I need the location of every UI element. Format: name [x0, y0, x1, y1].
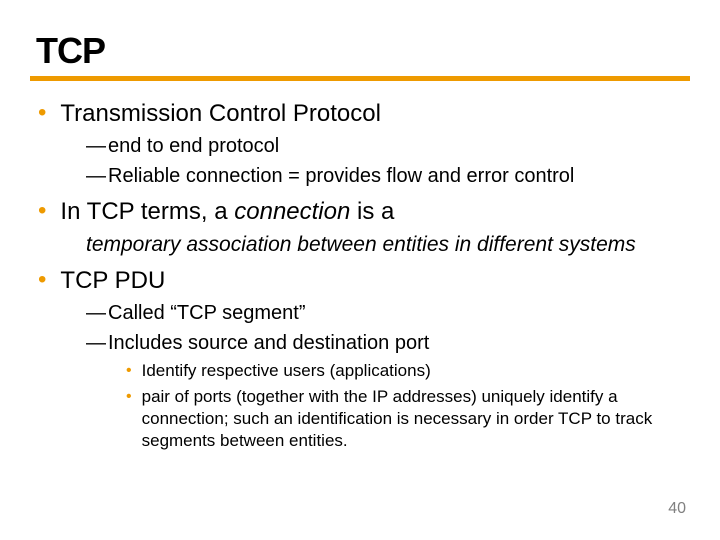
sub-bullet-text: Called “TCP segment”: [108, 300, 305, 326]
bullet-icon: •: [38, 197, 46, 225]
slide-title: TCP: [30, 30, 690, 72]
bullet-icon: •: [126, 360, 132, 382]
sub-bullet-item: — Called “TCP segment”: [30, 300, 690, 326]
sub-bullet-item: — Reliable connection = provides flow an…: [30, 163, 690, 189]
sub-bullet-text: Includes source and destination port: [108, 330, 429, 356]
bullet-item: • In TCP terms, a connection is a: [30, 197, 690, 227]
dash-icon: —: [86, 300, 106, 326]
sub-sub-bullet-item: • pair of ports (together with the IP ad…: [30, 386, 690, 452]
bullet-icon: •: [38, 266, 46, 294]
bullet-item: • Transmission Control Protocol: [30, 99, 690, 129]
italic-text: connection: [234, 198, 350, 225]
text-segment: In TCP terms, a: [60, 198, 234, 225]
dash-icon: —: [86, 330, 106, 356]
dash-icon: —: [86, 163, 106, 189]
italic-description: temporary association between entities i…: [30, 231, 690, 258]
bullet-item: • TCP PDU: [30, 266, 690, 296]
bullet-icon: •: [38, 99, 46, 127]
bullet-text: TCP PDU: [60, 266, 165, 296]
sub-bullet-text: end to end protocol: [108, 133, 279, 159]
sub-bullet-text: Reliable connection = provides flow and …: [108, 163, 574, 189]
bullet-text: In TCP terms, a connection is a: [60, 197, 394, 227]
bullet-icon: •: [126, 386, 132, 408]
sub-sub-bullet-text: pair of ports (together with the IP addr…: [142, 386, 670, 452]
bullet-text: Transmission Control Protocol: [60, 99, 381, 129]
dash-icon: —: [86, 133, 106, 159]
sub-bullet-item: — Includes source and destination port: [30, 330, 690, 356]
sub-sub-bullet-item: • Identify respective users (application…: [30, 360, 690, 382]
text-segment: is a: [350, 198, 394, 225]
page-number: 40: [668, 500, 686, 518]
sub-sub-bullet-text: Identify respective users (applications): [142, 360, 431, 382]
title-rule: [30, 76, 690, 81]
sub-bullet-item: — end to end protocol: [30, 133, 690, 159]
